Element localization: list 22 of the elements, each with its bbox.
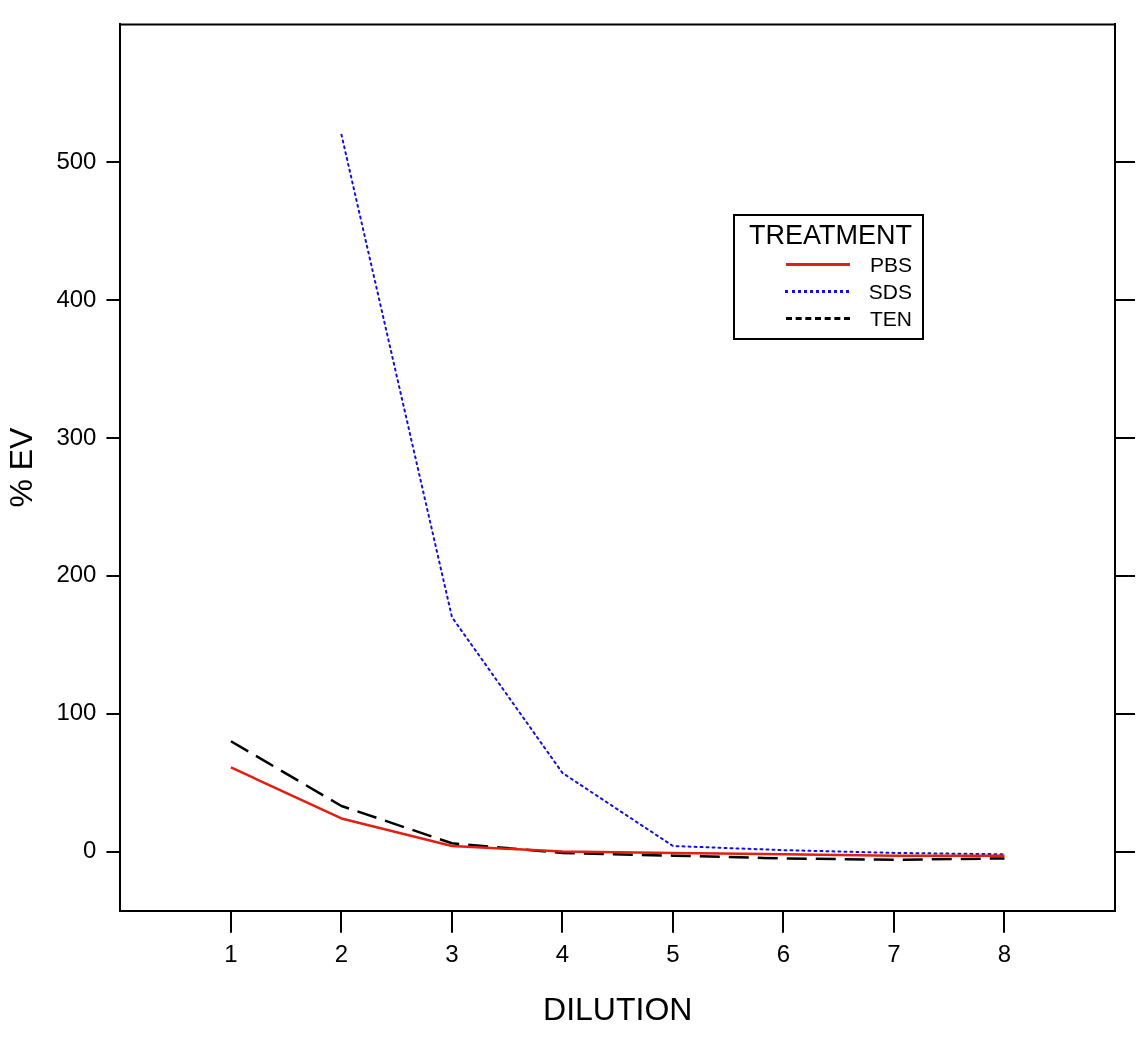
line-series	[229, 739, 1006, 862]
x-tick-label: 7	[887, 939, 901, 967]
x-tick-label: 8	[997, 939, 1012, 967]
x-tick-label: 2	[334, 939, 349, 967]
x-tick-label: 3	[445, 939, 459, 967]
x-tick-label: 6	[776, 939, 791, 967]
legend-label: PBS	[869, 252, 912, 277]
y-tick-label: 0	[83, 836, 97, 864]
x-tick-label: 1	[224, 939, 238, 967]
x-axis-title: DILUTION	[543, 990, 693, 1027]
y-tick-label: 100	[56, 698, 97, 726]
y-tick-label: 500	[56, 146, 97, 174]
y-tick-label: 300	[56, 422, 97, 450]
legend-label: TEN	[870, 306, 912, 331]
legend-label: SDS	[868, 279, 912, 304]
y-tick-label: 400	[56, 284, 97, 312]
line-series	[340, 133, 1006, 856]
legend-title: TREATMENT	[749, 220, 912, 251]
y-tick-label: 200	[56, 560, 97, 588]
y-axis-title: % EV	[3, 426, 40, 508]
x-tick-label: 5	[666, 939, 680, 967]
x-tick-label: 4	[555, 939, 570, 967]
